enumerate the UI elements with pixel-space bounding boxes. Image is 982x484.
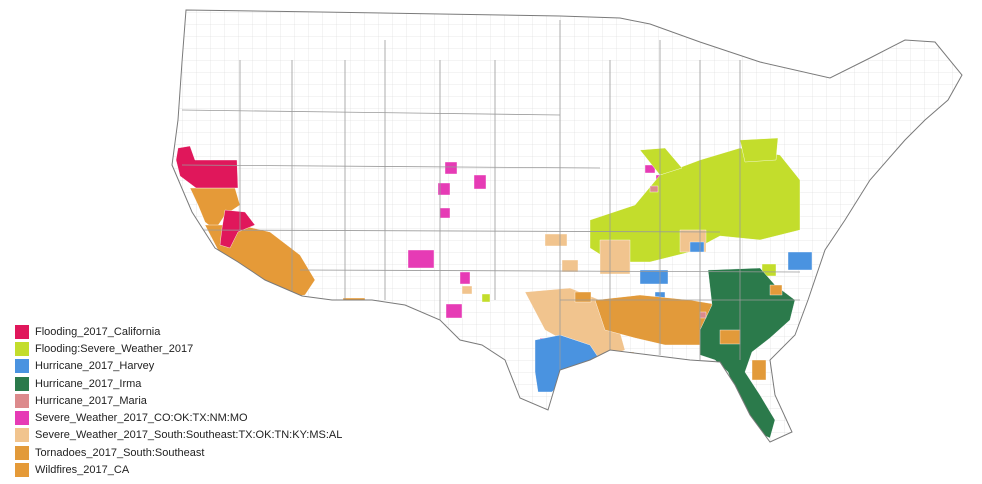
legend-label: Wildfires_2017_CA <box>35 464 130 477</box>
legend-swatch-icon <box>15 411 29 426</box>
severe-weather-south-region <box>544 233 568 247</box>
legend-swatch-icon <box>15 376 29 391</box>
legend-swatch-icon <box>15 359 29 374</box>
legend-label: Severe_Weather_2017_CO:OK:TX:NM:MO <box>35 412 248 425</box>
flooding-severe-weather-region <box>481 293 491 303</box>
legend-swatch-icon <box>15 463 29 478</box>
map-legend: Flooding_2017_California Flooding:Severe… <box>15 323 375 479</box>
legend-swatch-icon <box>15 393 29 408</box>
hurricane-harvey-region <box>787 251 813 271</box>
hurricane-harvey-region <box>639 269 669 285</box>
tornadoes-south-region <box>769 284 783 296</box>
severe-weather-co-ok-region <box>444 161 458 175</box>
flooding-california-region <box>175 145 239 189</box>
tornadoes-south-region <box>719 329 741 345</box>
legend-item: Hurricane_2017_Harvey <box>15 358 375 375</box>
legend-label: Hurricane_2017_Maria <box>35 394 147 407</box>
legend-swatch-icon <box>15 445 29 460</box>
legend-item: Flooding:Severe_Weather_2017 <box>15 340 375 357</box>
legend-label: Severe_Weather_2017_South:Southeast:TX:O… <box>35 429 343 442</box>
hurricane-maria-region <box>649 185 659 193</box>
severe-weather-south-region <box>561 259 579 273</box>
hurricane-harvey-region <box>689 241 705 253</box>
legend-label: Flooding_2017_California <box>35 325 161 338</box>
severe-weather-co-ok-region <box>459 271 471 285</box>
legend-item: Hurricane_2017_Maria <box>15 392 375 409</box>
wildfires-region <box>189 187 241 231</box>
legend-label: Tornadoes_2017_South:Southeast <box>35 446 205 459</box>
legend-label: Hurricane_2017_Irma <box>35 377 142 390</box>
legend-item: Severe_Weather_2017_CO:OK:TX:NM:MO <box>15 409 375 426</box>
severe-weather-south-region <box>461 285 473 295</box>
severe-weather-co-ok-region <box>437 182 451 196</box>
legend-swatch-icon <box>15 341 29 356</box>
severe-weather-co-ok-region <box>439 207 451 219</box>
legend-item: Wildfires_2017_CA <box>15 461 375 478</box>
state-borders <box>181 20 801 370</box>
flooding-severe-weather-region <box>639 147 683 176</box>
severe-weather-co-ok-region <box>445 303 463 319</box>
legend-item: Severe_Weather_2017_South:Southeast:TX:O… <box>15 427 375 444</box>
disaster-regions <box>175 137 813 439</box>
legend-label: Flooding:Severe_Weather_2017 <box>35 342 194 355</box>
tornadoes-south-region <box>751 359 767 381</box>
legend-item: Flooding_2017_California <box>15 323 375 340</box>
legend-label: Hurricane_2017_Harvey <box>35 360 155 373</box>
tornadoes-south-region <box>619 351 635 363</box>
flooding-severe-weather-region <box>739 137 779 163</box>
flooding-california-region <box>219 209 256 249</box>
hurricane-maria-region <box>699 311 707 319</box>
legend-swatch-icon <box>15 428 29 443</box>
tornadoes-south-region <box>574 291 592 303</box>
severe-weather-south-region <box>599 239 631 275</box>
severe-weather-co-ok-region <box>473 174 487 190</box>
legend-swatch-icon <box>15 324 29 339</box>
legend-item: Hurricane_2017_Irma <box>15 375 375 392</box>
severe-weather-co-ok-region <box>407 249 435 269</box>
legend-item: Tornadoes_2017_South:Southeast <box>15 444 375 461</box>
